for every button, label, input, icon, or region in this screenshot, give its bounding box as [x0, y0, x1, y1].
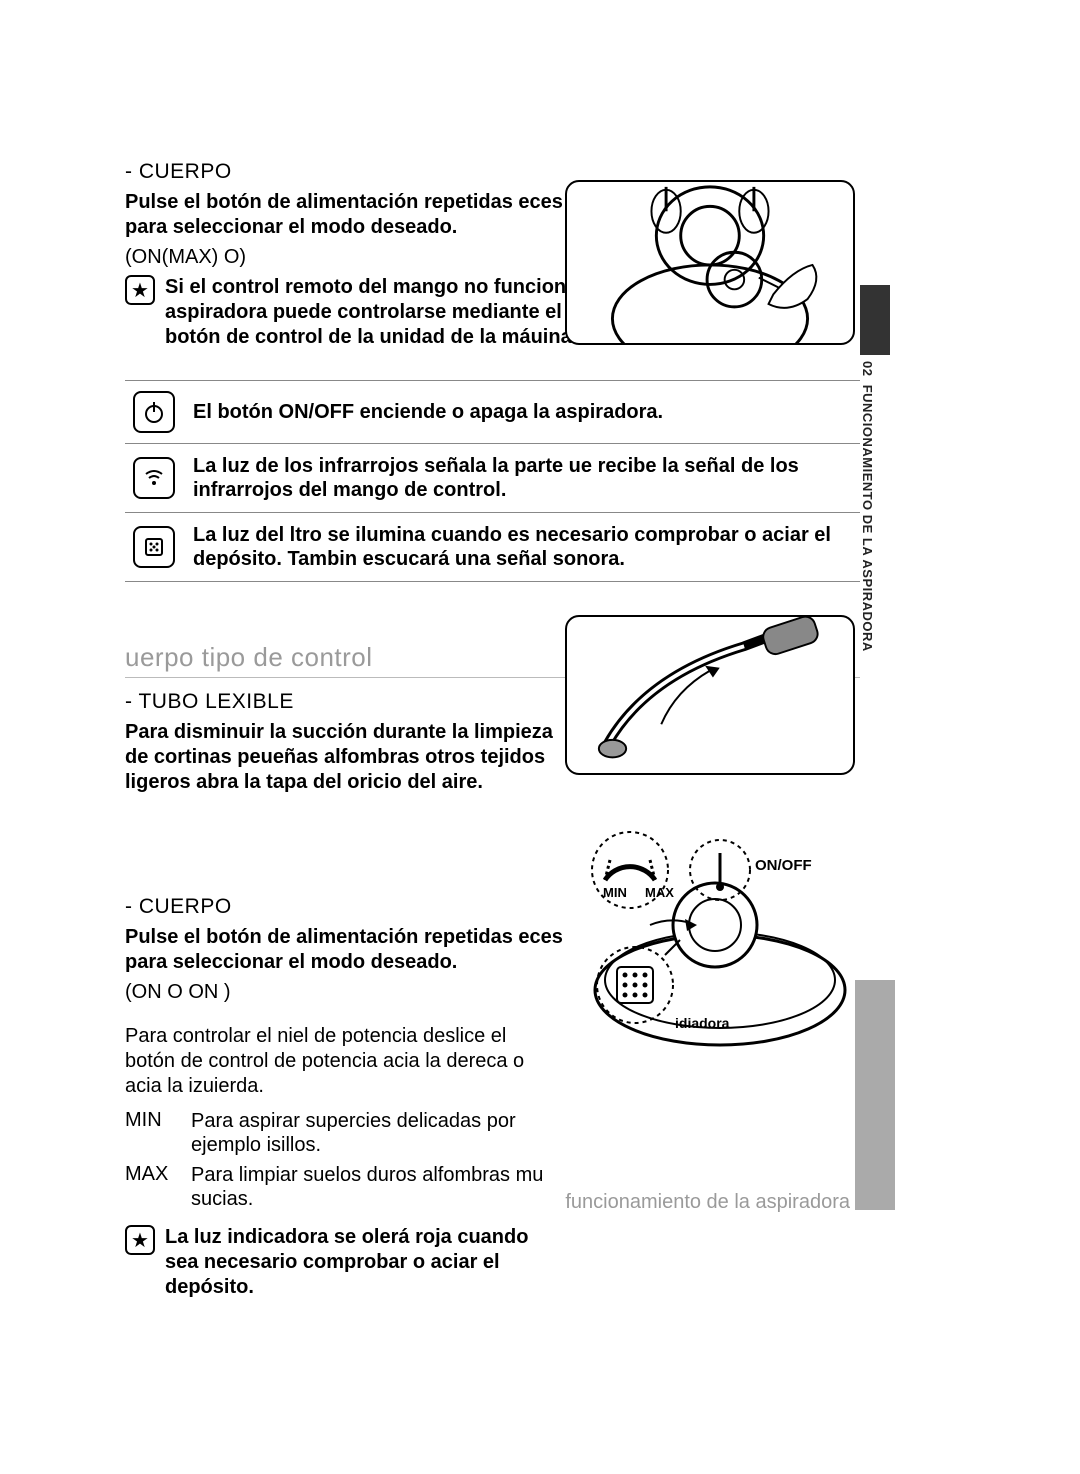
illustration-hose	[565, 615, 855, 775]
minmax-row-min: MIN Para aspirar supercies delicadas por…	[125, 1109, 885, 1157]
side-tab: 02 FUNCIONAMIENTO DE LA ASPIRADORA	[860, 285, 890, 595]
section2-para: Para disminuir la succión durante la lim…	[125, 720, 565, 795]
icon-table: El botón ON/OFF enciende o apaga la aspi…	[125, 380, 860, 582]
section3-note-text: La luz indicadora se olerá roja cuando s…	[165, 1225, 545, 1300]
max-dial-label: MAX	[645, 885, 674, 900]
filter-icon	[133, 526, 175, 568]
icon-desc-filter: La luz del ltro se ilumina cuando es nec…	[193, 523, 860, 571]
section3-para2: Para controlar el niel de potencia desli…	[125, 1024, 545, 1099]
footer-text: funcionamiento de la aspiradora	[565, 1191, 850, 1214]
onoff-label: ON/OFF	[755, 857, 812, 874]
side-tab-dark	[860, 285, 890, 355]
icon-row-filter: La luz del ltro se ilumina cuando es nec…	[125, 513, 860, 582]
section1-para: Pulse el botón de alimentación repetidas…	[125, 190, 565, 240]
section3-note: ★ La luz indicadora se olerá roja cuando…	[125, 1225, 885, 1300]
icon-desc-power: El botón ON/OFF enciende o apaga la aspi…	[193, 400, 663, 424]
section1-note-text: Si el control remoto del mango no funcio…	[165, 275, 605, 350]
power-icon	[133, 391, 175, 433]
illustration-control-dial: ON/OFF MIN MAX idiadora	[565, 825, 855, 1050]
star-icon: ★	[125, 275, 155, 305]
page-content: - CUERPO Pulse el botón de alimentación …	[125, 160, 885, 1300]
icon-row-power: El botón ON/OFF enciende o apaga la aspi…	[125, 381, 860, 444]
star-icon: ★	[125, 1225, 155, 1255]
gray-decor-block	[855, 980, 895, 1210]
min-text: Para aspirar supercies delicadas por eje…	[191, 1109, 571, 1157]
min-dial-label: MIN	[603, 885, 627, 900]
section3-para1: Pulse el botón de alimentación repetidas…	[125, 925, 565, 975]
max-label: MAX	[125, 1163, 177, 1211]
icon-row-signal: La luz de los infrarrojos señala la part…	[125, 444, 860, 513]
indicator-label: idiadora	[675, 1015, 729, 1031]
side-tab-text: 02 FUNCIONAMIENTO DE LA ASPIRADORA	[860, 361, 875, 652]
icon-desc-signal: La luz de los infrarrojos señala la part…	[193, 454, 860, 502]
signal-icon	[133, 457, 175, 499]
min-label: MIN	[125, 1109, 177, 1157]
illustration-body-button	[565, 180, 855, 345]
max-text: Para limpiar suelos duros alfombras mu s…	[191, 1163, 571, 1211]
